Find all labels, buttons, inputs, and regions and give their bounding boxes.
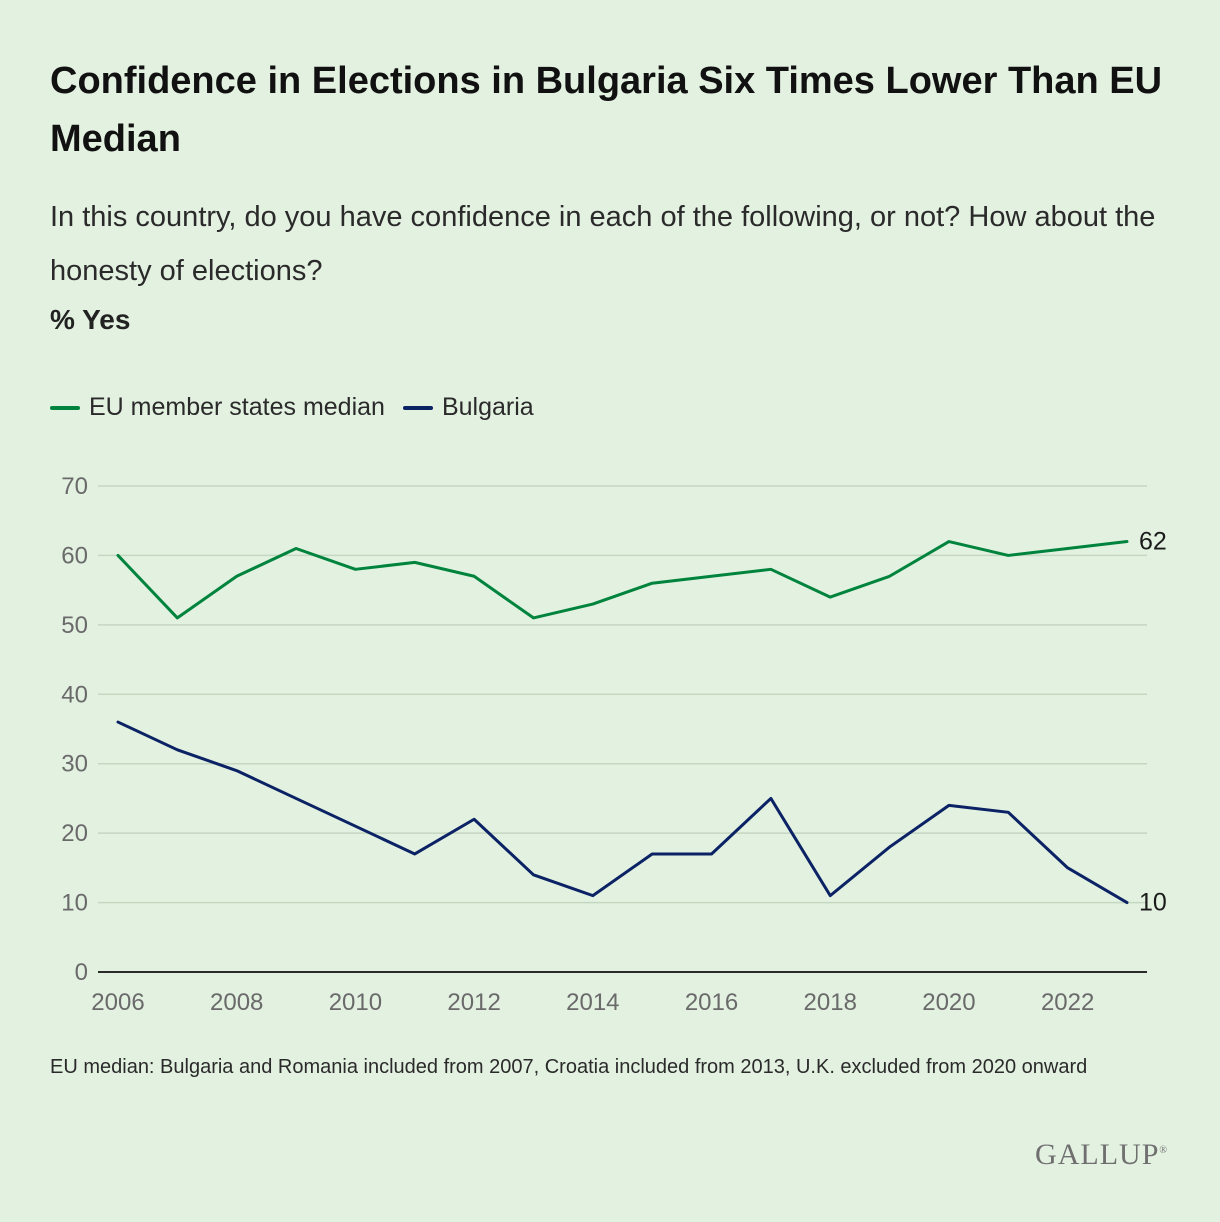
x-tick-label-2016: 2016 bbox=[685, 989, 738, 1016]
legend-label-eu-median: EU member states median bbox=[89, 393, 385, 421]
chart-title: Confidence in Elections in Bulgaria Six … bbox=[50, 60, 1163, 160]
footnote: EU median: Bulgaria and Romania included… bbox=[50, 1056, 1088, 1078]
end-label-eu-member-states-median: 62 bbox=[1139, 528, 1167, 556]
legend-label-bulgaria: Bulgaria bbox=[441, 393, 534, 421]
legend-swatch-bulgaria bbox=[402, 405, 433, 410]
x-tick-label-2014: 2014 bbox=[566, 989, 619, 1016]
legend-item-eu-median: EU member states median bbox=[50, 393, 385, 422]
series-line-bulgaria bbox=[116, 720, 1129, 905]
y-tick-label-30: 30 bbox=[61, 751, 88, 778]
x-tick-label-2022: 2022 bbox=[1041, 989, 1094, 1016]
legend: EU member states median Bulgaria bbox=[50, 393, 552, 422]
y-tick-label-40: 40 bbox=[61, 681, 88, 708]
gallup-logo-text: GALLUP bbox=[1035, 1138, 1160, 1171]
end-label-bulgaria: 10 bbox=[1139, 889, 1167, 917]
y-tick-label-50: 50 bbox=[61, 612, 88, 639]
legend-swatch-eu-median bbox=[50, 405, 80, 410]
gallup-logo: GALLUP® bbox=[1035, 1138, 1168, 1171]
x-tick-label-2012: 2012 bbox=[447, 989, 500, 1016]
x-tick-label-2008: 2008 bbox=[210, 989, 263, 1016]
y-tick-label-0: 0 bbox=[75, 959, 88, 986]
unit-label: % Yes bbox=[50, 304, 131, 335]
y-tick-label-60: 60 bbox=[61, 542, 88, 569]
series-line-eu-member-states-median bbox=[116, 540, 1129, 620]
line-chart: 0 10 20 30 40 50 60 70 2006 2008 2010 2012 2014 2016 2… bbox=[61, 473, 1167, 1016]
legend-item-bulgaria: Bulgaria bbox=[402, 393, 534, 422]
x-tick-label-2020: 2020 bbox=[922, 989, 975, 1016]
y-tick-label-70: 70 bbox=[61, 473, 88, 500]
x-tick-label-2010: 2010 bbox=[329, 989, 382, 1016]
x-tick-label-2018: 2018 bbox=[804, 989, 857, 1016]
chart-subtitle: In this country, do you have confidence … bbox=[50, 201, 1156, 287]
y-tick-label-20: 20 bbox=[61, 820, 88, 847]
x-tick-label-2006: 2006 bbox=[91, 989, 144, 1016]
y-tick-label-10: 10 bbox=[61, 890, 88, 917]
